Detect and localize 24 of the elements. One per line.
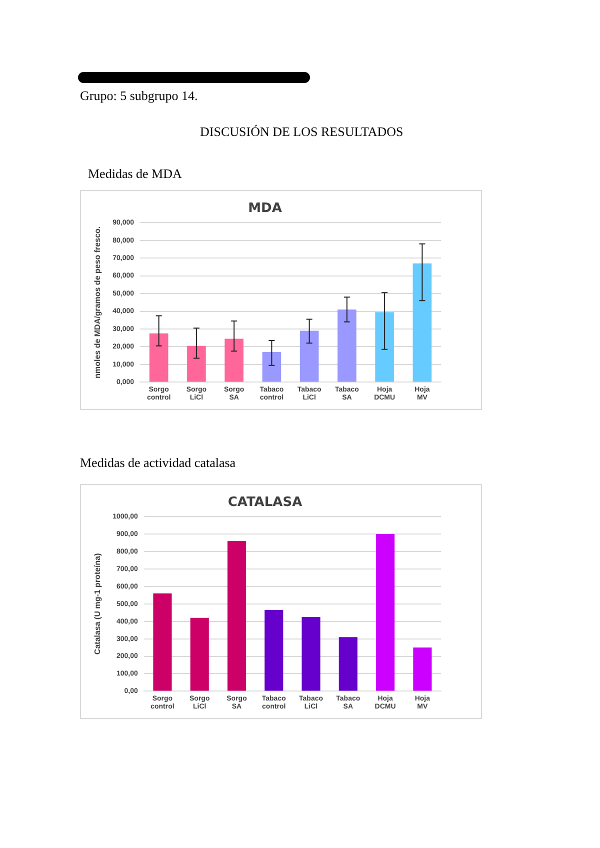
bar [227, 541, 246, 691]
bar [412, 263, 432, 382]
text: Medidas de actividad catalasa [80, 455, 236, 471]
bar [187, 346, 206, 382]
chart-title: CATALASA [228, 495, 302, 510]
text: Medidas de MDA [88, 166, 182, 182]
bar [300, 330, 319, 382]
bar [375, 312, 394, 382]
bar [262, 352, 282, 382]
bar [190, 618, 209, 691]
text: DISCUSIÓN DE LOS RESULTADOS [200, 124, 404, 140]
bar [338, 309, 356, 382]
chart-title: MDA [248, 201, 282, 216]
y-axis-title: nmoles de MDA/gramos de peso fresco. [93, 226, 102, 378]
bar [413, 648, 432, 691]
bar [153, 593, 172, 691]
bar [302, 616, 320, 691]
bar [224, 338, 244, 382]
bar [376, 534, 395, 691]
bar [264, 610, 284, 691]
bar [338, 637, 358, 691]
bar [149, 333, 168, 382]
text: Grupo: 5 subgrupo 14. [80, 88, 198, 104]
y-axis-title: Catalasa (U mg-1 proteína) [93, 552, 102, 655]
